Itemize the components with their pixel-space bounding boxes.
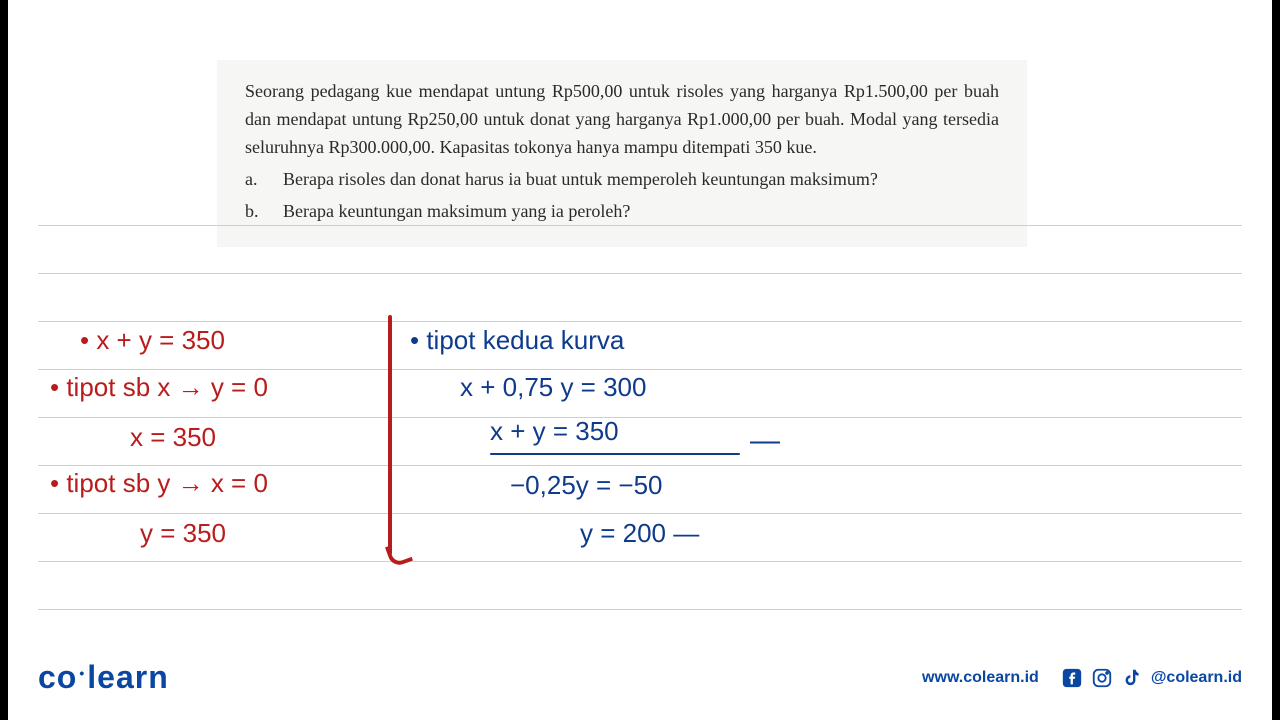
red-line-2: • tipot sb x → y = 0	[50, 372, 268, 403]
blue-line-4: −0,25y = −50	[510, 470, 663, 501]
red-line-1: • x + y = 350	[80, 325, 225, 356]
facebook-icon	[1061, 667, 1083, 689]
question-b-label: b.	[245, 198, 267, 226]
blue-line-3-minus: —	[750, 424, 780, 458]
problem-statement-box: Seorang pedagang kue mendapat untung Rp5…	[217, 60, 1027, 247]
handwritten-work-area: • x + y = 350 • tipot sb x → y = 0 x = 3…	[50, 320, 1230, 580]
blue-line-2: x + 0,75 y = 300	[460, 372, 646, 403]
question-a-text: Berapa risoles dan donat harus ia buat u…	[283, 166, 878, 194]
question-a-row: a. Berapa risoles dan donat harus ia bua…	[245, 166, 999, 194]
question-b-row: b. Berapa keuntungan maksimum yang ia pe…	[245, 198, 999, 226]
footer-handle: @colearn.id	[1151, 669, 1242, 687]
footer: co•learn www.colearn.id @colearn.id	[38, 651, 1242, 710]
red-line-3: x = 350	[130, 422, 216, 453]
red-line-4: • tipot sb y → x = 0	[50, 468, 268, 499]
question-a-label: a.	[245, 166, 267, 194]
question-b-text: Berapa keuntungan maksimum yang ia perol…	[283, 198, 630, 226]
footer-right: www.colearn.id @colearn.id	[922, 667, 1242, 689]
social-icons: @colearn.id	[1061, 667, 1242, 689]
brand-logo: co•learn	[38, 659, 169, 696]
frame-border-left	[0, 0, 8, 720]
problem-paragraph: Seorang pedagang kue mendapat untung Rp5…	[245, 78, 999, 162]
red-line-5: y = 350	[140, 518, 226, 549]
blue-line-1: • tipot kedua kurva	[410, 325, 624, 356]
footer-url: www.colearn.id	[922, 669, 1039, 687]
logo-dot: •	[79, 665, 85, 681]
red-vertical-divider	[388, 315, 392, 555]
blue-line-5: y = 200 —	[580, 518, 699, 549]
instagram-icon	[1091, 667, 1113, 689]
blue-line-3: x + y = 350	[490, 416, 619, 447]
frame-border-right	[1272, 0, 1280, 720]
logo-left: co	[38, 659, 77, 695]
blue-subtraction-underline	[490, 453, 740, 455]
logo-right: learn	[87, 659, 168, 695]
tiktok-icon	[1121, 667, 1143, 689]
